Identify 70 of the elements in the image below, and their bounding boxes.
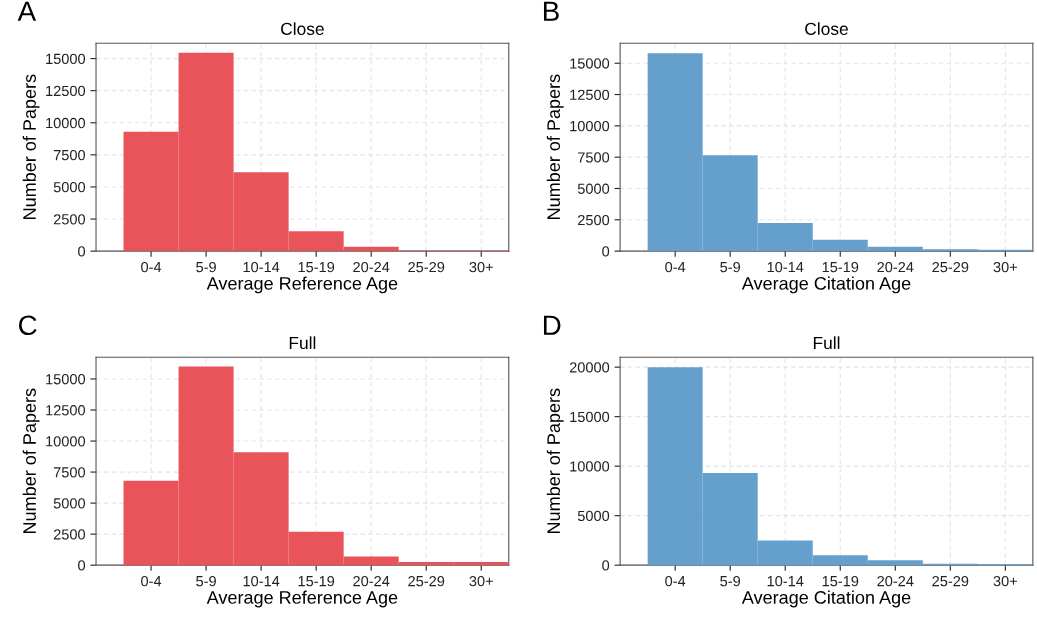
x-axis-title: Average Citation Age	[741, 276, 911, 294]
y-tick-label: 10000	[570, 461, 610, 472]
text: A	[17, 1, 37, 21]
x-tick-label: 30+	[469, 575, 493, 587]
x-tick-label: 0-4	[665, 575, 686, 587]
y-tick-label: 0	[78, 560, 86, 571]
x-tick-label: 30+	[469, 261, 493, 273]
y-tick-label: 12500	[46, 85, 86, 97]
y-axis-title: Number of Papers	[22, 74, 40, 219]
y-axis-title: Number of Papers	[546, 74, 564, 219]
x-tick-label: 5-9	[720, 575, 741, 587]
y-tick-label: 5000	[53, 498, 86, 509]
y-tick-label: 2500	[53, 214, 86, 225]
y-tick-label: 10000	[46, 117, 86, 129]
x-tick-label: 0-4	[665, 261, 686, 273]
y-tick-label: 15000	[570, 411, 610, 423]
y-tick-label: 7500	[53, 149, 86, 161]
y-tick-label: 2500	[53, 529, 86, 540]
x-tick-label: 0-4	[141, 575, 162, 587]
y-tick-label: 15000	[46, 374, 86, 385]
y-tick-label: 15000	[46, 53, 86, 65]
x-axis-title: Average Reference Age	[206, 276, 398, 294]
x-tick-label: 5-9	[196, 575, 216, 587]
chart-title: Close	[805, 22, 848, 36]
y-tick-label: 12500	[570, 89, 610, 100]
x-tick-label: 20-24	[353, 575, 390, 587]
x-tick-label: 10-14	[243, 575, 280, 587]
y-tick-label: 2500	[578, 214, 610, 226]
y-axis-title: Number of Papers	[546, 388, 564, 533]
y-tick-label: 20000	[569, 362, 610, 373]
y-tick-label: 10000	[570, 120, 610, 132]
x-tick-label: 25-29	[408, 575, 445, 587]
x-axis-title: Average Reference Age	[206, 590, 398, 608]
x-tick-label: 15-19	[822, 261, 859, 273]
y-tick-label: 12500	[46, 405, 86, 416]
y-tick-label: 7500	[578, 152, 610, 163]
y-tick-label: 0	[602, 560, 610, 571]
x-tick-label: 25-29	[932, 575, 969, 587]
x-tick-label: 15-19	[822, 575, 859, 587]
x-tick-label: 25-29	[932, 261, 969, 273]
x-tick-label: 15-19	[298, 575, 335, 587]
x-tick-label: 10-14	[243, 261, 280, 273]
x-tick-label: 25-29	[408, 261, 445, 273]
y-tick-label: 15000	[570, 58, 610, 69]
y-axis-title: Number of Papers	[22, 388, 40, 533]
y-tick-label: 0	[78, 246, 86, 257]
text: C	[19, 315, 37, 336]
x-tick-label: 5-9	[720, 261, 741, 273]
chart-title: Close	[281, 22, 324, 36]
x-tick-label: 20-24	[877, 575, 914, 587]
x-tick-label: 10-14	[767, 261, 804, 273]
x-tick-label: 10-14	[767, 575, 804, 587]
x-tick-label: 30+	[993, 575, 1017, 587]
chart-title: Full	[813, 336, 840, 350]
x-axis-title: Average Citation Age	[741, 590, 911, 608]
y-tick-label: 7500	[53, 467, 86, 478]
y-tick-label: 10000	[46, 436, 86, 447]
y-tick-label: 5000	[577, 510, 610, 522]
chart-title: Full	[289, 336, 316, 350]
y-tick-label: 0	[602, 246, 610, 257]
x-tick-label: 30+	[993, 261, 1017, 273]
x-tick-label: 5-9	[196, 261, 216, 273]
x-tick-label: 0-4	[141, 261, 162, 273]
x-tick-label: 20-24	[353, 261, 390, 273]
text: D	[543, 315, 561, 335]
y-tick-label: 5000	[577, 183, 610, 194]
y-tick-label: 5000	[53, 182, 86, 193]
text: B	[543, 1, 559, 21]
x-tick-label: 15-19	[298, 261, 335, 273]
x-tick-label: 20-24	[877, 261, 914, 273]
